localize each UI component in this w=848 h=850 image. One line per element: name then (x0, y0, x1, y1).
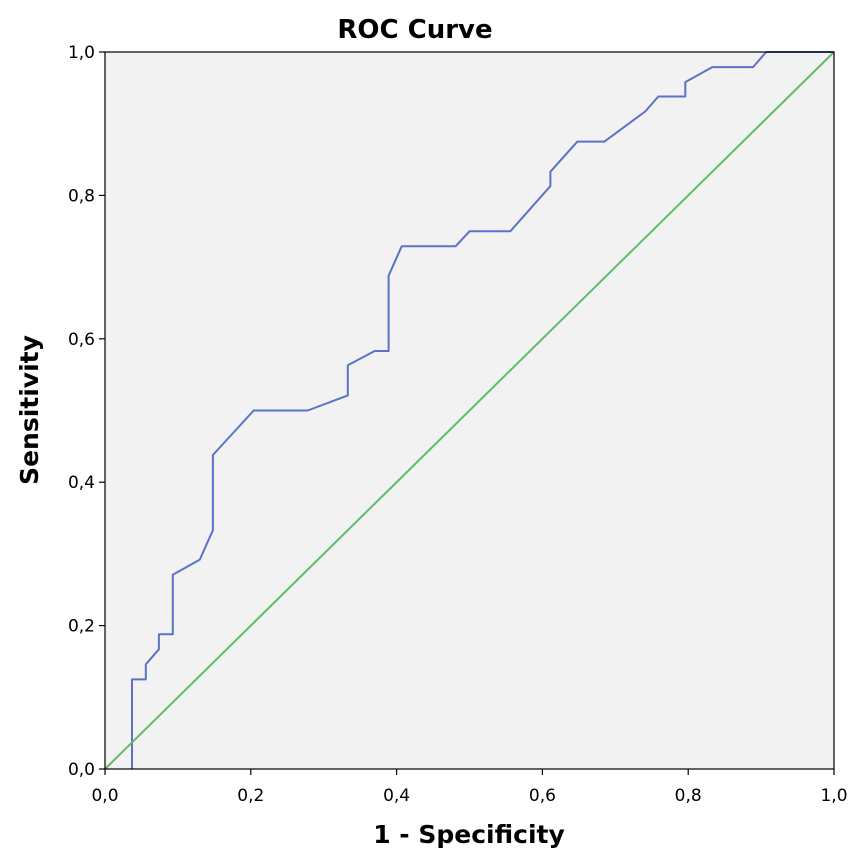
x-tick-label: 0,6 (529, 786, 556, 806)
y-tick-label: 0,8 (68, 186, 95, 206)
y-axis-label: Sensitivity (15, 335, 44, 485)
roc-curve-line (131, 51, 834, 769)
y-tick-label: 0,4 (68, 473, 95, 493)
x-tick-label: 0,2 (237, 786, 264, 806)
x-axis: 0,0 0,2 0,4 0,6 0,8 1,0 (91, 769, 848, 806)
plot-frame (104, 51, 835, 770)
y-tick-label: 0,0 (68, 760, 95, 780)
reference-diagonal-line (104, 51, 835, 770)
x-axis-label: 1 - Specificity (373, 820, 565, 849)
series-layer (104, 51, 835, 770)
y-tick-label: 0,2 (68, 617, 95, 637)
x-tick-label: 1,0 (820, 786, 847, 806)
y-axis: 0,0 0,2 0,4 0,6 0,8 1,0 (68, 43, 105, 780)
x-tick-label: 0,8 (675, 786, 702, 806)
x-tick-label: 0,4 (383, 786, 410, 806)
x-tick-label: 0,0 (91, 786, 118, 806)
chart-title: ROC Curve (337, 15, 492, 45)
y-tick-label: 1,0 (68, 43, 95, 63)
y-tick-label: 0,6 (68, 330, 95, 350)
